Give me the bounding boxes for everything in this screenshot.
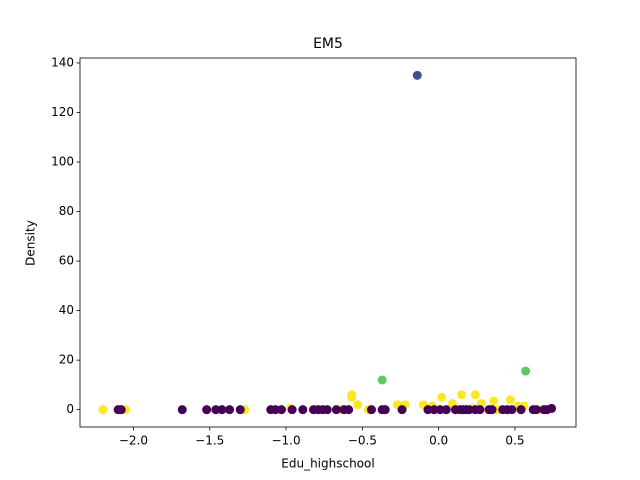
point — [353, 400, 363, 410]
point — [457, 390, 467, 400]
point — [366, 405, 376, 415]
plot-frame — [79, 57, 577, 428]
point — [347, 392, 357, 402]
y-tick-label: 120 — [51, 105, 74, 119]
point — [298, 405, 308, 415]
point — [380, 405, 390, 415]
point — [437, 392, 447, 402]
point — [531, 405, 541, 415]
point — [505, 395, 515, 405]
chart-title: EM5 — [313, 36, 343, 52]
point — [489, 396, 499, 406]
y-axis-label: Density — [24, 220, 38, 266]
point — [516, 405, 526, 415]
point — [547, 403, 557, 413]
point — [322, 405, 332, 415]
point — [202, 405, 212, 415]
point — [377, 375, 387, 385]
point — [217, 405, 227, 415]
point — [344, 405, 354, 415]
x-axis-label: Edu_highschool — [281, 457, 374, 471]
point — [116, 405, 126, 415]
y-tick-label: 0 — [66, 402, 74, 416]
x-tick-label: −1.5 — [195, 434, 224, 448]
point — [487, 405, 497, 415]
point — [507, 405, 517, 415]
point — [521, 366, 531, 376]
point — [470, 390, 480, 400]
y-tick-label: 20 — [59, 353, 74, 367]
point — [98, 405, 108, 415]
y-tick-label: 100 — [51, 155, 74, 169]
point — [412, 70, 422, 80]
point — [287, 405, 297, 415]
point — [331, 405, 341, 415]
point — [235, 405, 245, 415]
point — [475, 405, 485, 415]
point — [397, 405, 407, 415]
x-tick-label: 0.5 — [505, 434, 524, 448]
point — [225, 405, 235, 415]
x-tick-label: −2.0 — [119, 434, 148, 448]
y-tick-label: 60 — [59, 254, 74, 268]
x-tick-label: −1.0 — [271, 434, 300, 448]
y-tick-label: 80 — [59, 204, 74, 218]
y-tick-label: 40 — [59, 303, 74, 317]
y-tick-label: 140 — [51, 55, 74, 69]
point — [177, 405, 187, 415]
x-tick-label: 0.0 — [429, 434, 448, 448]
point — [441, 405, 451, 415]
point — [276, 405, 286, 415]
x-tick-label: −0.5 — [348, 434, 377, 448]
